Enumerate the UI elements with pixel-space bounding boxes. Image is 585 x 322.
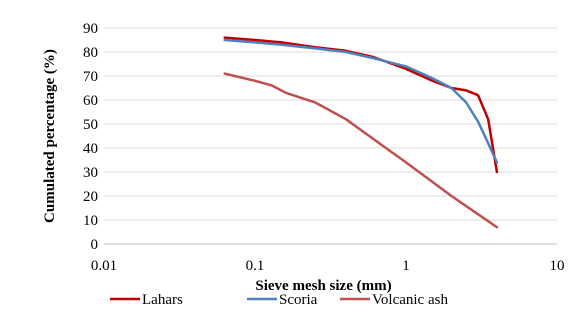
y-tick-label: 10 (83, 213, 98, 229)
x-tick-label: 0.01 (91, 258, 117, 274)
y-tick-label: 20 (83, 189, 98, 205)
x-tick-label: 1 (402, 258, 410, 274)
legend: Lahars Scoria Volcanic ash (110, 292, 448, 308)
x-tick-label: 10 (550, 258, 565, 274)
y-tick-label: 60 (83, 93, 98, 109)
y-tick-label: 90 (83, 21, 98, 37)
y-tick-label: 30 (83, 165, 98, 181)
y-tick-label: 80 (83, 45, 98, 61)
x-axis-title: Sieve mesh size (mm) (255, 278, 391, 294)
legend-label: Volcanic ash (372, 292, 448, 308)
y-tick-label: 0 (91, 237, 99, 253)
x-tick-label: 0.1 (246, 258, 265, 274)
series-line-lahars (223, 36, 499, 174)
legend-label: Lahars (142, 292, 183, 308)
tick-labels: 0 10 20 30 40 50 60 70 80 90 0.01 0.1 1 10 (83, 21, 565, 274)
legend-label: Scoria (279, 292, 318, 308)
y-axis-title: Cumulated percentage (%) (42, 49, 58, 223)
series-line-volcanic-ash (223, 72, 499, 229)
series-lines (223, 36, 499, 229)
gridlines (104, 27, 557, 221)
y-tick-label: 50 (83, 117, 98, 133)
series-line-scoria (223, 38, 499, 164)
y-tick-label: 40 (83, 141, 98, 157)
y-tick-label: 70 (83, 69, 98, 85)
